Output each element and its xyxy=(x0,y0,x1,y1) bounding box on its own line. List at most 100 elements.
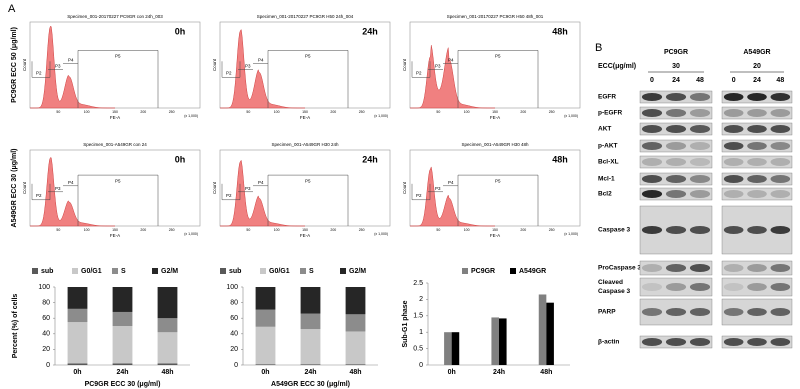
flow-frame xyxy=(219,149,391,227)
band xyxy=(723,175,744,183)
band xyxy=(770,338,791,346)
x-tick-label: 50 xyxy=(56,228,60,232)
x-axis-label: FE-A xyxy=(490,115,500,120)
y-tick-label: 80 xyxy=(42,299,50,306)
legend-swatch xyxy=(340,268,346,274)
bar-segment xyxy=(300,313,321,330)
blot-strip xyxy=(721,277,793,297)
band xyxy=(689,109,711,117)
gate xyxy=(77,174,159,226)
bar-segment xyxy=(345,331,366,365)
blot-label: Caspase 3 xyxy=(598,227,631,234)
bar xyxy=(538,294,547,365)
lane-label: 0 xyxy=(732,77,736,84)
band xyxy=(689,283,711,291)
y-axis-title: Percent (%) of cells xyxy=(12,294,19,359)
bar xyxy=(546,302,554,365)
histogram xyxy=(220,28,306,109)
band xyxy=(770,264,791,272)
flow-frame xyxy=(29,21,201,109)
bar-segment xyxy=(157,318,178,333)
band xyxy=(723,264,744,272)
band xyxy=(747,308,767,316)
band xyxy=(747,125,767,133)
band xyxy=(641,109,663,117)
x-axis-title: A549GR ECC 30 (μg/ml) xyxy=(271,381,350,388)
blot-label: Bcl-XL xyxy=(598,159,619,166)
gate-label: P4 xyxy=(448,57,454,62)
blot-strip xyxy=(721,155,793,169)
y-axis-title: Sub-G1 phase xyxy=(402,300,409,347)
gate-label: P4 xyxy=(258,57,264,62)
band xyxy=(689,338,711,346)
legend-label: G2/M xyxy=(349,268,366,275)
band xyxy=(770,93,791,101)
y-tick-label: 1.5 xyxy=(413,313,423,320)
band xyxy=(747,264,767,272)
dose-label: ECC(μg/ml) xyxy=(598,63,636,70)
legend-swatch xyxy=(72,268,78,274)
band xyxy=(689,226,711,234)
legend-label: A549GR xyxy=(519,268,546,275)
x-unit: (x 1,000) xyxy=(184,232,198,236)
legend-swatch xyxy=(260,268,266,274)
band xyxy=(747,93,767,101)
band xyxy=(641,226,663,234)
x-tick-label: 100 xyxy=(464,228,470,232)
gate-label: P5 xyxy=(495,178,501,183)
bar xyxy=(499,318,507,365)
band xyxy=(689,93,711,101)
x-tick-label: 50 xyxy=(246,110,250,114)
x-axis-label: FE-A xyxy=(300,115,310,120)
bar-segment xyxy=(67,308,88,323)
gate-label: P3 xyxy=(55,63,61,68)
blot-label: p-EGFR xyxy=(598,110,622,117)
legend-label: G0/G1 xyxy=(269,268,290,275)
gate-label: P2 xyxy=(416,70,422,75)
y-tick-label: 60 xyxy=(42,315,50,322)
legend-label: sub xyxy=(229,268,241,275)
band xyxy=(641,264,663,272)
x-tick-label: 150 xyxy=(302,228,308,232)
band xyxy=(747,158,767,166)
legend-swatch xyxy=(510,268,516,274)
gate-label: P5 xyxy=(305,178,311,183)
band xyxy=(747,338,767,346)
lane-label: 24 xyxy=(672,77,680,84)
band xyxy=(770,109,791,117)
x-axis-label: FE-A xyxy=(110,233,120,238)
legend-swatch xyxy=(300,268,306,274)
y-axis-label: Count xyxy=(22,181,27,194)
band xyxy=(770,175,791,183)
blot-label: Mcl-1 xyxy=(598,176,615,183)
bar-segment xyxy=(157,332,178,364)
band xyxy=(770,308,791,316)
band xyxy=(665,158,687,166)
blot-label: PARP xyxy=(598,309,616,316)
y-tick-label: 0 xyxy=(419,362,423,369)
histogram xyxy=(30,157,116,227)
time-label: 24h xyxy=(362,154,378,164)
blot-strip xyxy=(639,155,713,169)
bar-segment xyxy=(157,363,178,365)
y-axis-label: Count xyxy=(402,181,407,194)
legend-label: G2/M xyxy=(161,268,178,275)
gate-label: P2 xyxy=(36,193,42,198)
bar xyxy=(451,332,460,365)
band xyxy=(641,158,663,166)
y-tick-label: 2 xyxy=(419,296,423,303)
x-tick-label: 50 xyxy=(56,110,60,114)
band xyxy=(770,142,791,150)
gate xyxy=(457,50,539,108)
band xyxy=(641,125,663,133)
x-axis-title: PC9GR ECC 30 (μg/ml) xyxy=(85,381,161,388)
y-tick-label: 60 xyxy=(230,315,238,322)
bar-segment xyxy=(300,364,321,365)
band xyxy=(689,264,711,272)
band xyxy=(770,125,791,133)
panel-label: B xyxy=(595,42,602,54)
row-label: PC9GR ECC 50 (μg/ml) xyxy=(11,27,18,103)
flow-title: Specimen_001-20170227 PC9GR H50 24h_004 xyxy=(257,14,354,19)
legend-label: S xyxy=(121,268,126,275)
x-tick-label: 0h xyxy=(261,369,269,376)
